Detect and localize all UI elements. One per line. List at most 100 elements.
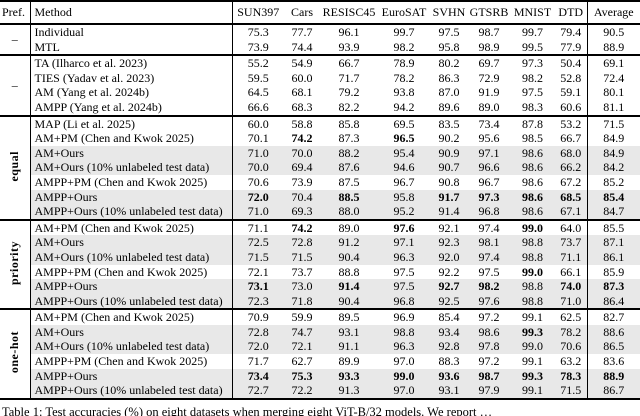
pref-label-text: priority (7, 240, 22, 285)
value-cell: 96.6 (468, 160, 510, 175)
value-cell: 82.2 (338, 99, 360, 114)
value-cell: 70.0 (284, 145, 320, 161)
method-cell: AM+PM (Chen and Kwok 2025) (30, 218, 233, 236)
value-cell: 71.7 (247, 354, 269, 369)
value-cell: 98.8 (378, 324, 430, 340)
value-cell: 92.3 (430, 235, 468, 250)
table-row: AM+Ours (10% unlabeled test data) 70.0 69.… (0, 160, 640, 175)
value-cell: 74.2 (284, 218, 320, 236)
value-cell: 64.5 (247, 85, 269, 100)
value-cell: 99.0 (378, 368, 430, 384)
table-row: AM (Yang et al. 2024b) 64.5 68.1 79.2 93.8 87… (0, 85, 640, 100)
table-row: AM+Ours 72.8 74.7 93.1 98.8 93.4 98.6 99.3 78.2 8… (0, 324, 640, 340)
value-cell: 75.3 (232, 23, 284, 40)
header-cars: Cars (284, 1, 320, 25)
value-cell: 94.6 (378, 160, 430, 175)
value-cell: 96.7 (393, 174, 415, 189)
value-cell: 95.2 (378, 204, 430, 220)
value-cell: 80.2 (430, 54, 468, 71)
average-cell: 90.5 (586, 23, 640, 40)
value-cell: 98.8 (510, 279, 555, 294)
value-cell: 97.6 (378, 218, 430, 236)
average-cell: 84.9 (586, 131, 640, 146)
value-cell: 63.2 (560, 354, 582, 369)
value-cell: 97.5 (478, 264, 500, 279)
value-cell: 97.0 (378, 383, 430, 399)
value-cell: 94.2 (393, 99, 415, 114)
value-cell: 97.5 (378, 279, 430, 294)
pref-group-label: – (0, 22, 31, 56)
value-cell: 95.4 (378, 145, 430, 161)
method-cell: AMPP+Ours (30, 189, 233, 205)
value-cell: 50.4 (555, 54, 587, 71)
value-cell: 59.5 (247, 70, 269, 85)
value-cell: 99.7 (378, 23, 430, 40)
header-method: Method (30, 1, 233, 25)
value-cell: 90.9 (430, 145, 468, 161)
value-cell: 72.0 (232, 339, 284, 355)
value-cell: 72.8 (232, 324, 284, 340)
value-cell: 71.5 (555, 383, 587, 399)
average-cell: 85.9 (586, 264, 640, 280)
value-cell: 71.0 (232, 204, 284, 220)
value-cell: 62.7 (291, 354, 313, 369)
value-cell: 60.6 (560, 99, 582, 114)
value-cell: 73.4 (468, 114, 510, 132)
value-cell: 68.0 (555, 145, 587, 161)
average-cell: 85.2 (586, 174, 640, 190)
method-cell: MAP (Li et al. 2025) (30, 114, 233, 132)
value-cell: 88.3 (438, 354, 460, 369)
value-cell: 97.0 (393, 354, 415, 369)
table-row: – Individual 75.3 77.7 96.1 99.7 97.5 98.7 99.7 7… (0, 22, 640, 56)
value-cell: 70.6 (555, 339, 587, 355)
value-cell: 79.4 (555, 23, 587, 40)
table-row: AMPP+PM (Chen and Kwok 2025) 72.1 73.7 88.8… (0, 264, 640, 280)
method-cell: AM (Yang et al. 2024b) (30, 85, 233, 100)
value-cell: 98.7 (468, 368, 510, 384)
value-cell: 97.2 (478, 354, 500, 369)
value-cell: 99.5 (522, 39, 543, 54)
header-mnist: MNIST (510, 1, 555, 25)
value-cell: 99.1 (510, 383, 555, 399)
table-row: AM+PM (Chen and Kwok 2025) 70.1 74.2 87.3 96… (0, 131, 640, 146)
value-cell: 72.5 (232, 235, 284, 250)
table-row: AMPP+Ours (10% unlabeled test data) 71.0 6… (0, 204, 640, 220)
value-cell: 97.4 (468, 218, 510, 236)
average-cell: 88.6 (586, 324, 640, 340)
method-cell: AM+PM (Chen and Kwok 2025) (30, 131, 233, 146)
average-cell: 72.4 (586, 70, 640, 86)
value-cell: 98.2 (393, 39, 415, 54)
value-cell: 97.5 (430, 23, 468, 40)
value-cell: 68.5 (555, 189, 587, 205)
value-cell: 97.5 (393, 264, 415, 279)
value-cell: 92.1 (430, 218, 468, 236)
table-row: AMPP+PM (Chen and Kwok 2025) 70.6 73.9 87.5… (0, 174, 640, 190)
value-cell: 74.7 (284, 324, 320, 340)
value-cell: 97.6 (468, 293, 510, 310)
value-cell: 95.8 (378, 189, 430, 205)
value-cell: 77.7 (284, 23, 320, 40)
table-row: AM+Ours 72.5 72.8 91.2 97.1 92.3 98.1 98.8 73.7 8… (0, 235, 640, 250)
value-cell: 92.2 (438, 264, 460, 279)
value-cell: 53.2 (555, 114, 587, 132)
average-cell: 86.5 (586, 339, 640, 355)
average-cell: 81.1 (586, 99, 640, 116)
pref-group-label: priority (0, 218, 31, 310)
method-cell: AM+Ours (10% unlabeled test data) (30, 339, 233, 355)
value-cell: 60.0 (291, 70, 313, 85)
value-cell: 99.3 (510, 368, 555, 384)
method-cell: AMPP+PM (Chen and Kwok 2025) (30, 264, 233, 280)
value-cell: 60.0 (232, 114, 284, 132)
value-cell: 52.8 (560, 70, 582, 85)
value-cell: 66.6 (247, 99, 269, 114)
value-cell: 72.9 (478, 70, 500, 85)
value-cell: 93.1 (430, 383, 468, 399)
value-cell: 68.1 (291, 85, 313, 100)
value-cell: 70.4 (284, 189, 320, 205)
method-cell: AMPP+Ours (10% unlabeled test data) (30, 204, 233, 220)
value-cell: 98.3 (522, 99, 543, 114)
value-cell: 92.8 (430, 339, 468, 355)
table-row: one-hot AM+PM (Chen and Kwok 2025) 70.9 59.… (0, 308, 640, 399)
value-cell: 71.0 (232, 145, 284, 161)
value-cell: 97.2 (468, 308, 510, 325)
